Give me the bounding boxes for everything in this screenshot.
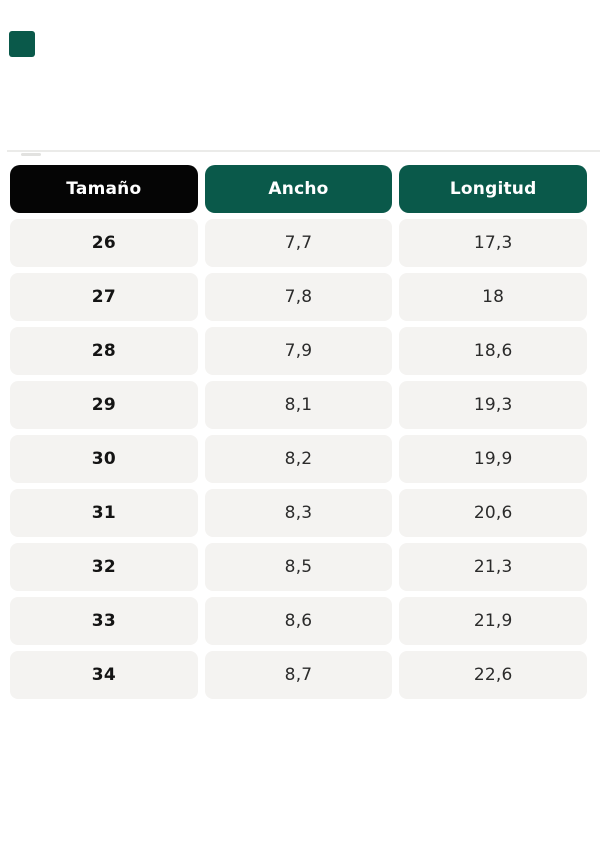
cell-tamano: 28 bbox=[10, 327, 198, 375]
column-header-ancho: Ancho bbox=[204, 165, 393, 213]
cell-longitud: 21,9 bbox=[399, 597, 587, 645]
column-header-longitud: Longitud bbox=[399, 165, 587, 213]
cell-ancho: 8,5 bbox=[204, 543, 393, 591]
cell-ancho: 7,9 bbox=[204, 327, 393, 375]
divider-line bbox=[7, 150, 600, 152]
cell-longitud: 17,3 bbox=[399, 219, 587, 267]
cell-ancho: 7,7 bbox=[204, 219, 393, 267]
cell-tamano: 27 bbox=[10, 273, 198, 321]
cell-longitud: 19,3 bbox=[399, 381, 587, 429]
cell-tamano: 30 bbox=[10, 435, 198, 483]
cell-longitud: 19,9 bbox=[399, 435, 587, 483]
cell-ancho: 8,2 bbox=[204, 435, 393, 483]
column-header-tamano: Tamaño bbox=[10, 165, 198, 213]
cell-ancho: 7,8 bbox=[204, 273, 393, 321]
cell-ancho: 8,6 bbox=[204, 597, 393, 645]
cell-tamano: 34 bbox=[10, 651, 198, 699]
cell-longitud: 18,6 bbox=[399, 327, 587, 375]
cell-longitud: 18 bbox=[399, 273, 587, 321]
cell-ancho: 8,7 bbox=[204, 651, 393, 699]
cell-tamano: 31 bbox=[10, 489, 198, 537]
size-chart-table: Tamaño Ancho Longitud 26 7,7 17,3 27 7,8… bbox=[10, 165, 587, 699]
cell-tamano: 33 bbox=[10, 597, 198, 645]
cell-longitud: 21,3 bbox=[399, 543, 587, 591]
cell-tamano: 32 bbox=[10, 543, 198, 591]
cell-ancho: 8,3 bbox=[204, 489, 393, 537]
divider-mark bbox=[21, 153, 41, 156]
cell-ancho: 8,1 bbox=[204, 381, 393, 429]
cell-longitud: 22,6 bbox=[399, 651, 587, 699]
accent-color-square bbox=[9, 31, 35, 57]
cell-tamano: 29 bbox=[10, 381, 198, 429]
cell-longitud: 20,6 bbox=[399, 489, 587, 537]
cell-tamano: 26 bbox=[10, 219, 198, 267]
